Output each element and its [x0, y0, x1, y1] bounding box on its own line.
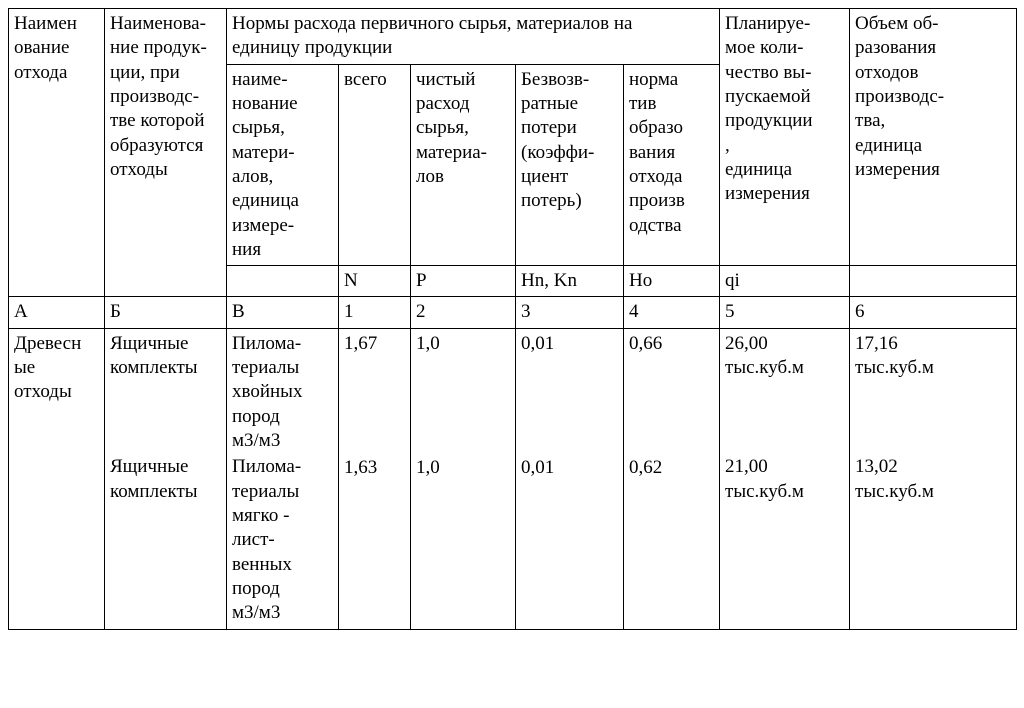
hdr-sub-c5: Безвозв-ратныепотери(коэффи-циентпотерь)	[516, 64, 624, 266]
data-c0: Древесныеотходы	[9, 328, 105, 629]
data-c4: 1,0 1,0	[411, 328, 516, 629]
sym-c5: Hn, Kn	[516, 266, 624, 297]
hdr-sub-c4: чистыйрасходсырья,материа-лов	[411, 64, 516, 266]
data-c6-r1: 0,62	[629, 454, 714, 480]
idx-c1: Б	[105, 297, 227, 328]
sym-c4: P	[411, 266, 516, 297]
idx-c6: 4	[624, 297, 720, 328]
hdr-sub-c6: нормативобразованияотходапроизводства	[624, 64, 720, 266]
hdr-col1: Наименова-ние продук-ции, припроизводс-т…	[105, 9, 227, 297]
hdr-col8: Объем об-разованияотходовпроизводс-тва,е…	[850, 9, 1017, 266]
hdr-col7: Планируе-мое коли-чество вы-пускаемойпро…	[720, 9, 850, 266]
index-row: А Б В 1 2 3 4 5 6	[9, 297, 1017, 328]
data-c1: Ящичныекомплекты Ящичныекомплекты	[105, 328, 227, 629]
data-c5-r1: 0,01	[521, 454, 618, 480]
hdr-sub-c3: всего	[339, 64, 411, 266]
data-row: Древесныеотходы Ящичныекомплекты Ящичные…	[9, 328, 1017, 629]
idx-c3: 1	[339, 297, 411, 328]
hdr-col0: Наименованиеотхода	[9, 9, 105, 297]
hdr-group: Нормы расхода первичного сырья, материал…	[227, 9, 720, 65]
hdr-sub-c2: наиме-нованиесырья,матери-алов,единицаиз…	[227, 64, 339, 266]
data-c8-r1: 13,02тыс.куб.м	[855, 453, 1011, 504]
idx-c8: 6	[850, 297, 1017, 328]
idx-c4: 2	[411, 297, 516, 328]
waste-norms-table: Наименованиеотхода Наименова-ние продук-…	[8, 8, 1017, 630]
data-c7: 26,00тыс.куб.м 21,00тыс.куб.м	[720, 328, 850, 629]
data-c8: 17,16тыс.куб.м 13,02тыс.куб.м	[850, 328, 1017, 629]
sym-c2	[227, 266, 339, 297]
idx-c5: 3	[516, 297, 624, 328]
data-c6-r0: 0,66	[629, 332, 714, 356]
header-row-1: Наименованиеотхода Наименова-ние продук-…	[9, 9, 1017, 65]
data-c3-r1: 1,63	[344, 454, 405, 480]
data-c3: 1,67 1,63	[339, 328, 411, 629]
data-c6: 0,66 0,62	[624, 328, 720, 629]
data-c4-r1: 1,0	[416, 454, 510, 480]
sym-c7: qi	[720, 266, 850, 297]
data-c2-r0: Пилома-териалыхвойныхпородм3/м3	[232, 332, 333, 454]
data-c7-r0: 26,00тыс.куб.м	[725, 332, 844, 381]
idx-c7: 5	[720, 297, 850, 328]
data-c8-r0: 17,16тыс.куб.м	[855, 332, 1011, 381]
sym-c3: N	[339, 266, 411, 297]
data-c5: 0,01 0,01	[516, 328, 624, 629]
idx-c2: В	[227, 297, 339, 328]
data-c7-r1: 21,00тыс.куб.м	[725, 453, 844, 504]
data-c2-r1: Пилома-териалымягко -лист-венныхпородм3/…	[232, 453, 333, 625]
data-c3-r0: 1,67	[344, 332, 405, 356]
data-c1-r0: Ящичныекомплекты	[110, 332, 221, 381]
sym-c8	[850, 266, 1017, 297]
idx-c0: А	[9, 297, 105, 328]
sym-c6: Ho	[624, 266, 720, 297]
data-c4-r0: 1,0	[416, 332, 510, 356]
data-c5-r0: 0,01	[521, 332, 618, 356]
data-c2: Пилома-териалыхвойныхпородм3/м3 Пилома-т…	[227, 328, 339, 629]
data-c1-r1: Ящичныекомплекты	[110, 453, 221, 504]
